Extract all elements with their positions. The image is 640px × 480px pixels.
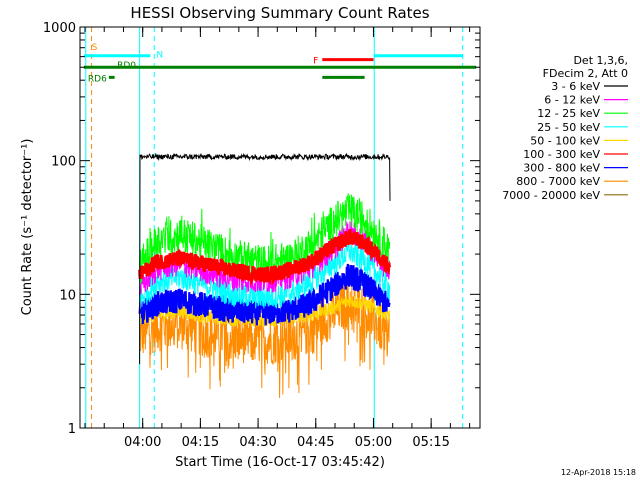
x-tick-label: 04:00: [124, 435, 161, 450]
annotation-label-n: N: [156, 51, 163, 61]
x-tick-label: 04:45: [297, 435, 334, 450]
legend-entry-label: 3 - 6 keV: [551, 80, 600, 93]
trace-300-800-kev: [138, 263, 391, 326]
x-axis-label: Start Time (16-Oct-17 03:45:42): [175, 455, 385, 470]
annotation-label-f: F: [313, 57, 318, 67]
x-tick-label: 05:15: [412, 435, 449, 450]
x-tick-label: 04:30: [239, 435, 276, 450]
legend-entry-label: 100 - 300 keV: [523, 148, 600, 161]
y-tick-label: 1000: [43, 21, 76, 36]
annotation-label-s: S: [92, 43, 98, 53]
x-tick-label: 05:00: [355, 435, 392, 450]
trace-12-25-kev: [139, 193, 391, 284]
trace-25-50-kev: [139, 240, 391, 309]
legend-entry-label: 6 - 12 keV: [544, 94, 600, 107]
trace-3-6-kev: [139, 152, 391, 365]
legend-entry-label: 300 - 800 keV: [523, 162, 600, 175]
y-tick-label: 1: [68, 422, 76, 437]
legend-entry-label: 7000 - 20000 keV: [502, 189, 600, 202]
y-axis-label: Count Rate (s⁻¹ detector⁻¹): [20, 139, 35, 316]
annotation-label-rd6: RD6: [88, 74, 107, 84]
legend-entry-label: 800 - 7000 keV: [516, 175, 600, 188]
trace-100-300-kev: [138, 229, 392, 287]
data-traces: [138, 152, 392, 399]
y-tick-label: 10: [59, 288, 76, 303]
x-tick-label: 04:15: [182, 435, 219, 450]
timestamp-label: 12-Apr-2018 15:18: [561, 468, 636, 477]
legend-header: Det 1,3,6,: [573, 54, 628, 67]
y-tick-label: 100: [51, 155, 76, 170]
annotation-bars: S N F RD6 RD0: [83, 43, 477, 84]
axes: 1 10 100 1000 04:00 04:15 04:30 04:45 05:00 05:15: [43, 21, 480, 450]
legend-entry-label: 50 - 100 keV: [530, 134, 600, 147]
plot-frame: [79, 26, 481, 429]
legend-entry-label: 25 - 50 keV: [537, 121, 600, 134]
legend-header: FDecim 2, Att 0: [543, 67, 628, 80]
annotation-label-rd0: RD0: [117, 61, 136, 71]
legend-entry-label: 12 - 25 keV: [537, 107, 600, 120]
chart-title: HESSI Observing Summary Count Rates: [130, 4, 429, 22]
